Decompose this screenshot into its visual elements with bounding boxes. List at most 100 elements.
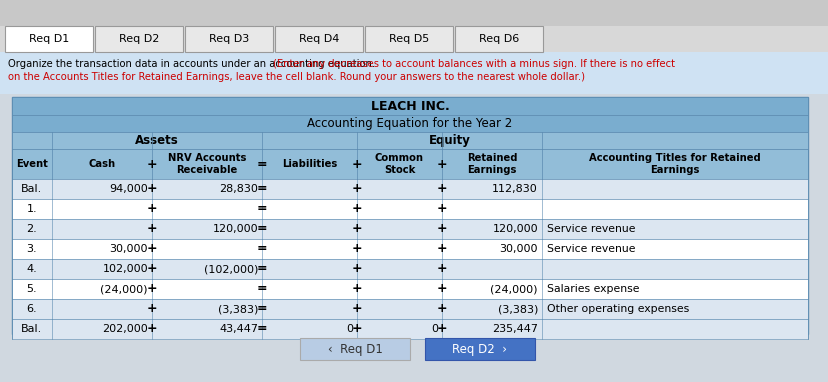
Bar [455, 26, 542, 52]
Text: 3.: 3. [26, 244, 37, 254]
Bar [5, 26, 93, 52]
Bar [12, 259, 807, 279]
Text: 2.: 2. [26, 224, 37, 234]
Text: Liabilities: Liabilities [282, 159, 337, 169]
Bar [185, 26, 272, 52]
Text: LEACH INC.: LEACH INC. [370, 99, 449, 113]
Text: on the Accounts Titles for Retained Earnings, leave the cell blank. Round your a: on the Accounts Titles for Retained Earn… [8, 72, 585, 82]
Text: +: + [436, 322, 447, 335]
Text: =: = [257, 243, 267, 256]
Text: NRV Accounts
Receivable: NRV Accounts Receivable [167, 153, 246, 175]
Text: Req D1: Req D1 [29, 34, 69, 44]
Bar [12, 149, 807, 179]
Text: ‹  Req D1: ‹ Req D1 [327, 343, 382, 356]
Text: Event: Event [16, 159, 48, 169]
Text: 102,000: 102,000 [102, 264, 148, 274]
Text: Service revenue: Service revenue [546, 244, 635, 254]
Text: +: + [436, 243, 447, 256]
Text: 4.: 4. [26, 264, 37, 274]
Bar [12, 239, 807, 259]
Text: 28,830: 28,830 [219, 184, 258, 194]
Text: +: + [351, 222, 362, 235]
Text: +: + [351, 157, 362, 170]
Bar [12, 115, 807, 132]
Text: 5.: 5. [26, 284, 37, 294]
Text: Equity: Equity [428, 134, 469, 147]
Text: 0: 0 [345, 324, 353, 334]
Text: +: + [436, 283, 447, 296]
Text: Bal.: Bal. [22, 184, 42, 194]
Text: +: + [147, 183, 157, 196]
Bar [12, 199, 807, 219]
Text: Accounting Equation for the Year 2: Accounting Equation for the Year 2 [307, 117, 512, 130]
Text: Req D2: Req D2 [118, 34, 159, 44]
Text: 6.: 6. [26, 304, 37, 314]
Text: +: + [351, 202, 362, 215]
Text: +: + [147, 322, 157, 335]
Text: (24,000): (24,000) [490, 284, 537, 294]
Text: +: + [436, 222, 447, 235]
Text: Req D6: Req D6 [479, 34, 518, 44]
Text: Cash: Cash [89, 159, 115, 169]
Text: Other operating expenses: Other operating expenses [546, 304, 688, 314]
Text: 0: 0 [431, 324, 437, 334]
Text: 202,000: 202,000 [102, 324, 148, 334]
Text: Common
Stock: Common Stock [374, 153, 423, 175]
Text: +: + [147, 262, 157, 275]
Text: (24,000): (24,000) [100, 284, 148, 294]
Bar [12, 219, 807, 239]
Text: Bal.: Bal. [22, 324, 42, 334]
Bar [0, 0, 828, 26]
Text: Req D3: Req D3 [209, 34, 249, 44]
Text: =: = [257, 222, 267, 235]
Text: Req D5: Req D5 [388, 34, 429, 44]
Bar [300, 338, 410, 360]
Text: Retained
Earnings: Retained Earnings [466, 153, 517, 175]
Text: Assets: Assets [135, 134, 179, 147]
Text: +: + [351, 322, 362, 335]
Text: Req D2  ›: Req D2 › [452, 343, 507, 356]
Bar [95, 26, 183, 52]
Text: +: + [147, 243, 157, 256]
Text: Service revenue: Service revenue [546, 224, 635, 234]
Text: =: = [257, 283, 267, 296]
Text: 94,000: 94,000 [109, 184, 148, 194]
Bar [12, 299, 807, 319]
Text: +: + [436, 157, 447, 170]
Bar [12, 97, 807, 334]
Text: Accounting Titles for Retained
Earnings: Accounting Titles for Retained Earnings [589, 153, 760, 175]
Text: +: + [147, 303, 157, 316]
Bar [0, 26, 828, 52]
Text: +: + [351, 183, 362, 196]
Text: (3,383): (3,383) [218, 304, 258, 314]
Text: +: + [351, 262, 362, 275]
Text: =: = [257, 262, 267, 275]
Text: 120,000: 120,000 [212, 224, 258, 234]
Text: +: + [351, 243, 362, 256]
Text: +: + [147, 202, 157, 215]
Text: =: = [257, 157, 267, 170]
Bar [0, 52, 828, 94]
Bar [12, 132, 807, 149]
Text: =: = [257, 303, 267, 316]
Bar [364, 26, 452, 52]
Text: +: + [436, 183, 447, 196]
Text: +: + [436, 202, 447, 215]
Text: +: + [351, 283, 362, 296]
Bar [12, 279, 807, 299]
Text: (Enter any decreases to account balances with a minus sign. If there is no effec: (Enter any decreases to account balances… [272, 59, 674, 69]
Text: +: + [147, 157, 157, 170]
Text: =: = [257, 322, 267, 335]
Bar [425, 338, 534, 360]
Text: +: + [147, 283, 157, 296]
Text: 120,000: 120,000 [492, 224, 537, 234]
Bar [275, 26, 363, 52]
Text: (3,383): (3,383) [497, 304, 537, 314]
Text: +: + [436, 303, 447, 316]
Text: +: + [147, 222, 157, 235]
Text: Req D4: Req D4 [298, 34, 339, 44]
Text: =: = [257, 183, 267, 196]
Text: (102,000): (102,000) [204, 264, 258, 274]
Text: 112,830: 112,830 [492, 184, 537, 194]
Text: =: = [257, 202, 267, 215]
